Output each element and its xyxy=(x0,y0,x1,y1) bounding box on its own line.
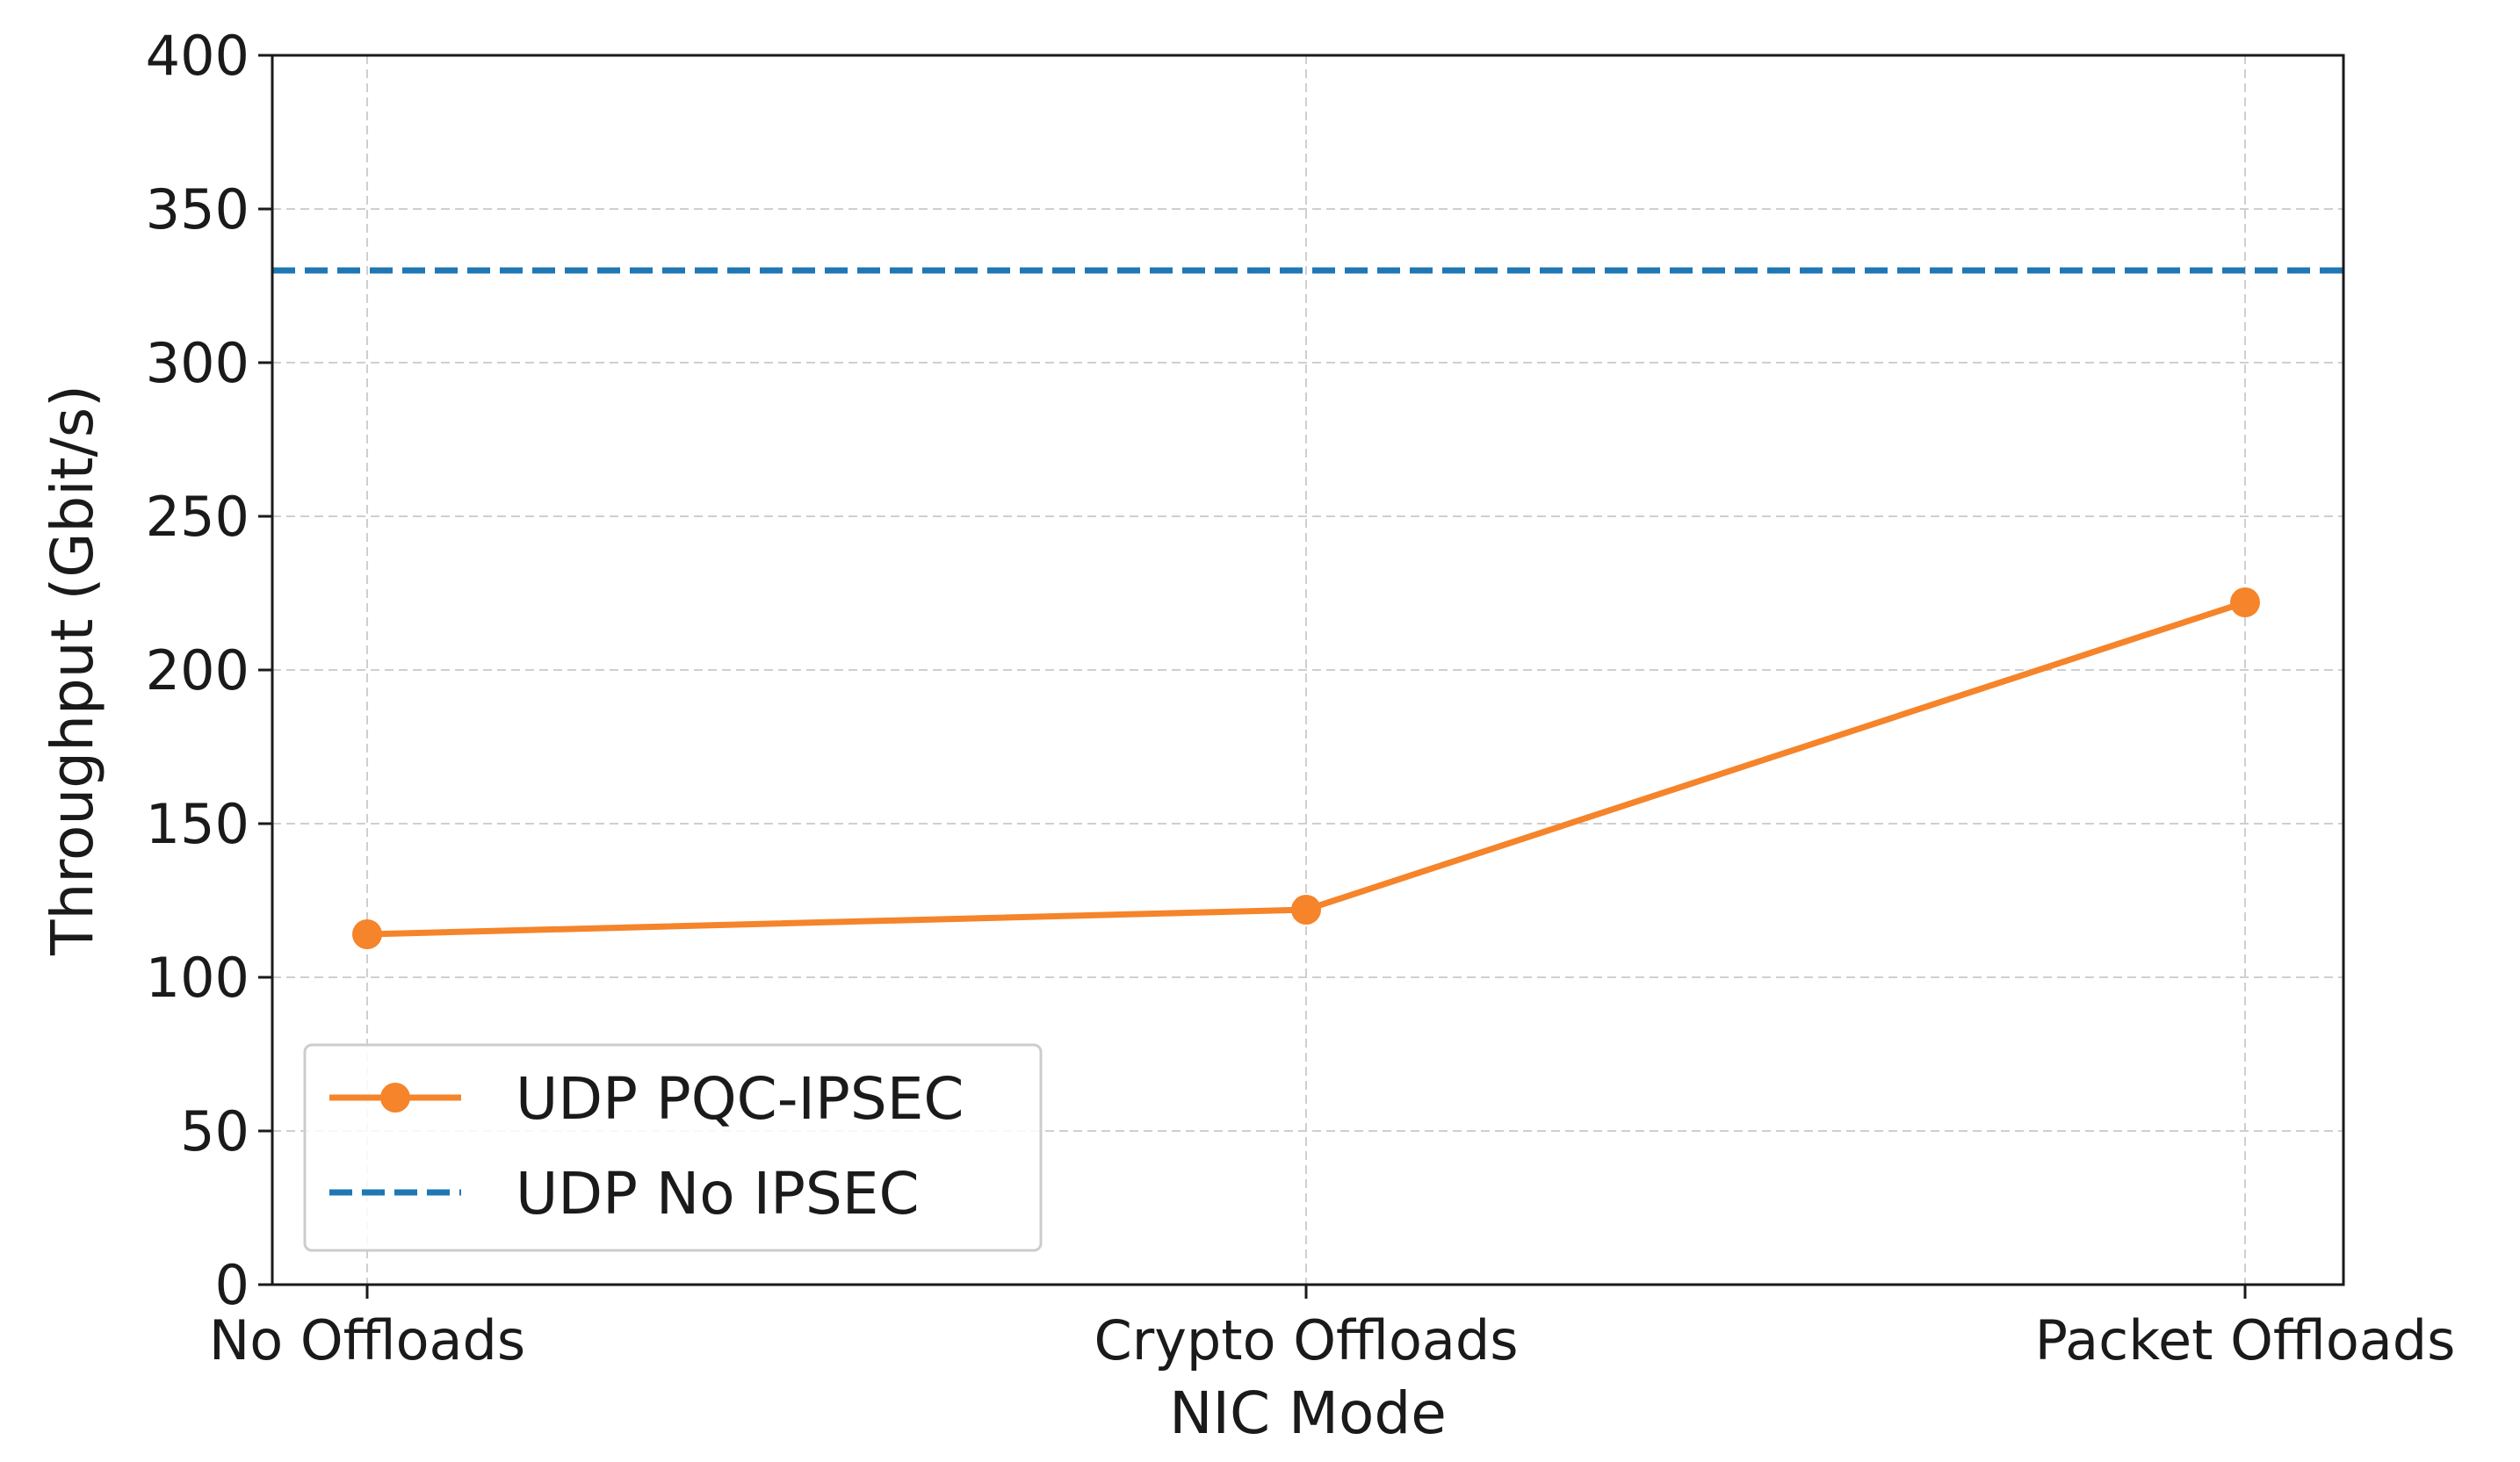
y-tick-label: 50 xyxy=(180,1099,249,1163)
y-tick-label: 400 xyxy=(146,24,249,88)
y-tick-label: 100 xyxy=(146,946,249,1010)
y-axis-label: Throughput (Gbit/s) xyxy=(39,385,106,956)
y-tick-label: 350 xyxy=(146,177,249,241)
y-tick-label: 300 xyxy=(146,331,249,395)
data-point-udp-pqc-ipsec xyxy=(1291,895,1321,925)
legend-label-no-ipsec: UDP No IPSEC xyxy=(516,1160,920,1228)
x-tick-label: Packet Offloads xyxy=(2035,1308,2456,1372)
y-tick-label: 250 xyxy=(146,485,249,549)
x-axis-label: NIC Mode xyxy=(1169,1379,1447,1447)
legend-marker-pqc-ipsec xyxy=(380,1083,410,1113)
series-layer xyxy=(272,267,2343,949)
x-tick-label: Crypto Offloads xyxy=(1094,1308,1518,1372)
y-tick-label: 150 xyxy=(146,792,249,856)
axes: 0 50 100 150 200 250 300 350 400 No Offloads Crypt… xyxy=(146,24,2456,1372)
data-point-udp-pqc-ipsec xyxy=(352,919,382,949)
x-tick-label: No Offloads xyxy=(209,1308,525,1372)
y-tick-label: 200 xyxy=(146,638,249,702)
legend: UDP PQC-IPSEC UDP No IPSEC xyxy=(303,1043,1043,1252)
legend-label-pqc-ipsec: UDP PQC-IPSEC xyxy=(516,1065,964,1133)
y-tick-label: 0 xyxy=(215,1253,249,1317)
data-point-udp-pqc-ipsec xyxy=(2230,587,2260,617)
legend-box xyxy=(303,1043,1043,1252)
